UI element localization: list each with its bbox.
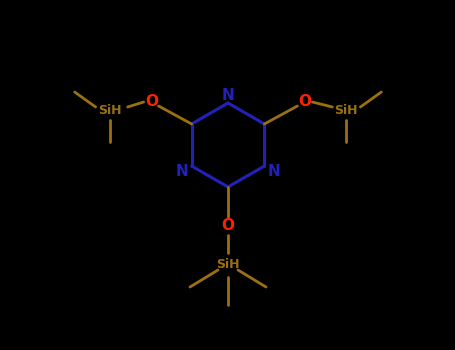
Text: SiH: SiH [334, 104, 358, 117]
Text: O: O [298, 94, 311, 110]
Text: SiH: SiH [98, 104, 121, 117]
Text: N: N [268, 163, 281, 178]
Text: O: O [145, 94, 158, 110]
Text: N: N [222, 88, 234, 103]
Text: O: O [222, 217, 234, 232]
Text: N: N [175, 163, 188, 178]
Text: SiH: SiH [216, 259, 240, 272]
